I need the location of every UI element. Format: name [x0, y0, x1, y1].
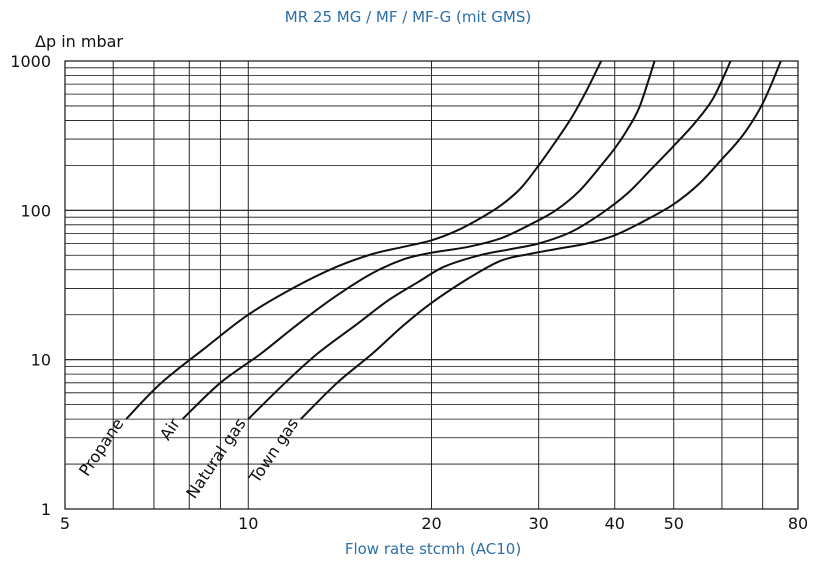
x-tick-label: 40 — [605, 514, 625, 533]
curve-propane — [125, 60, 603, 420]
series-label-natural-gas: Natural gas — [182, 415, 249, 502]
y-tick-label: 100 — [20, 201, 51, 220]
curve-town-gas — [300, 60, 782, 420]
curves — [125, 60, 782, 420]
y-tick-label: 1000 — [10, 52, 51, 71]
series-label-propane: Propane — [75, 415, 127, 480]
x-tick-label: 10 — [238, 514, 258, 533]
x-tick-label: 50 — [664, 514, 684, 533]
y-axis-label: Δp in mbar — [35, 32, 123, 51]
x-tick-label: 20 — [421, 514, 441, 533]
curve-natural-gas — [247, 60, 732, 420]
curve-air — [181, 60, 656, 420]
chart-title: MR 25 MG / MF / MF-G (mit GMS) — [284, 8, 532, 26]
x-axis-label: Flow rate stcmh (AC10) — [344, 540, 522, 558]
x-tick-label: 30 — [529, 514, 549, 533]
plot-frame — [64, 60, 799, 510]
grid — [64, 60, 799, 510]
series-label-town-gas: Town gas — [245, 415, 302, 487]
x-tick-label: 80 — [788, 514, 808, 533]
x-tick-label: 5 — [60, 514, 70, 533]
y-tick-label: 10 — [31, 351, 51, 370]
y-tick-label: 1 — [41, 500, 51, 519]
